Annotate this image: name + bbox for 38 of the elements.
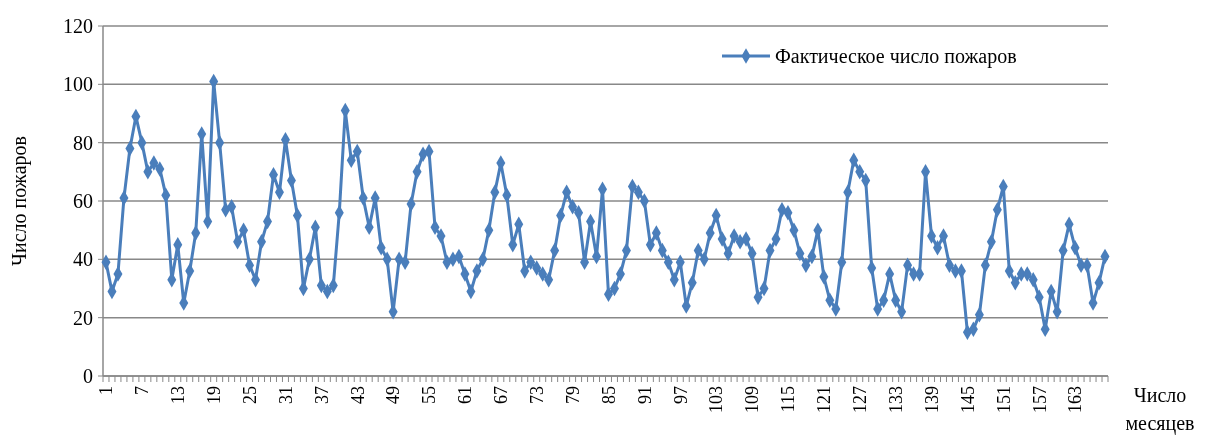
x-tick-label: 97 [670, 386, 691, 404]
x-tick-label: 43 [347, 386, 368, 404]
x-tick-label: 1 [96, 386, 117, 395]
x-tick-label: 115 [778, 386, 799, 413]
y-tick-label: 120 [63, 15, 93, 37]
x-tick-label: 13 [168, 386, 189, 404]
x-tick-label: 67 [491, 386, 512, 404]
x-tick-label: 55 [419, 386, 440, 404]
x-tick-label: 151 [993, 386, 1014, 413]
x-tick-label: 7 [132, 386, 153, 395]
legend-label: Фактическое число пожаров [775, 45, 1017, 68]
x-tick-label: 25 [239, 386, 260, 404]
y-axis-title: Число пожаров [8, 136, 31, 266]
x-tick-label: 139 [921, 386, 942, 413]
x-tick-label: 61 [455, 386, 476, 404]
y-tick-label: 40 [73, 248, 93, 271]
x-tick-label: 73 [527, 386, 548, 404]
x-tick-label: 163 [1065, 386, 1086, 413]
x-tick-label: 109 [742, 386, 763, 413]
x-tick-label: 85 [598, 386, 619, 404]
y-tick-label: 100 [63, 73, 93, 96]
x-tick-label: 121 [814, 386, 835, 413]
x-tick-label: 133 [885, 386, 906, 413]
x-tick-label: 103 [706, 386, 727, 413]
y-tick-label: 60 [73, 190, 93, 212]
x-tick-label: 37 [311, 386, 332, 404]
y-tick-label: 0 [83, 365, 93, 387]
x-tick-label: 157 [1029, 386, 1050, 413]
y-tick-label: 80 [73, 131, 93, 154]
x-tick-label: 127 [850, 386, 871, 413]
x-tick-label: 145 [957, 386, 978, 413]
y-tick-label: 20 [73, 306, 93, 329]
x-tick-label: 49 [383, 386, 404, 404]
x-tick-label: 91 [634, 386, 655, 404]
x-tick-label: 19 [203, 386, 224, 404]
x-tick-label: 79 [562, 386, 583, 404]
x-tick-label: 31 [275, 386, 296, 404]
x-axis-title: Число месяцев [1125, 384, 1195, 435]
